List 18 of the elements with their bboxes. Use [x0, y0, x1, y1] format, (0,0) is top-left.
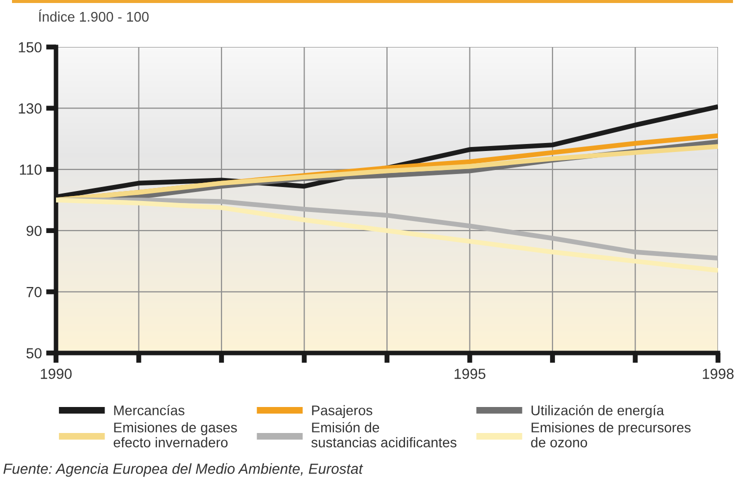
y-tick-label: 70 [26, 286, 42, 298]
x-tick-label: 1998 [702, 368, 734, 379]
legend-label: Utilización de energía [532, 404, 664, 418]
y-tick-label: 130 [18, 103, 42, 114]
legend-label: Emisión de sustancias acidificantes [311, 422, 456, 448]
source-note: Fuente: Agencia Europea del Medio Ambiente, Eurostat [3, 463, 364, 477]
line-series [56, 198, 718, 273]
y-tick-label: 50 [26, 348, 42, 358]
x-tick-label: 1995 [454, 368, 486, 379]
legend-label: Emisiones de gases efecto invernadero [114, 422, 237, 448]
x-tick-label: 1990 [40, 368, 72, 379]
y-axis-title: Índice 1.900 - 100 [38, 10, 149, 22]
y-tick-label: 110 [20, 164, 42, 175]
legend-label: Pasajeros [312, 405, 372, 418]
legend-label: Mercancías [114, 404, 184, 416]
y-tick-label: 150 [18, 42, 42, 52]
legend-label: Emisiones de precursores de ozono [531, 422, 691, 448]
y-tick-label: 90 [26, 226, 42, 236]
